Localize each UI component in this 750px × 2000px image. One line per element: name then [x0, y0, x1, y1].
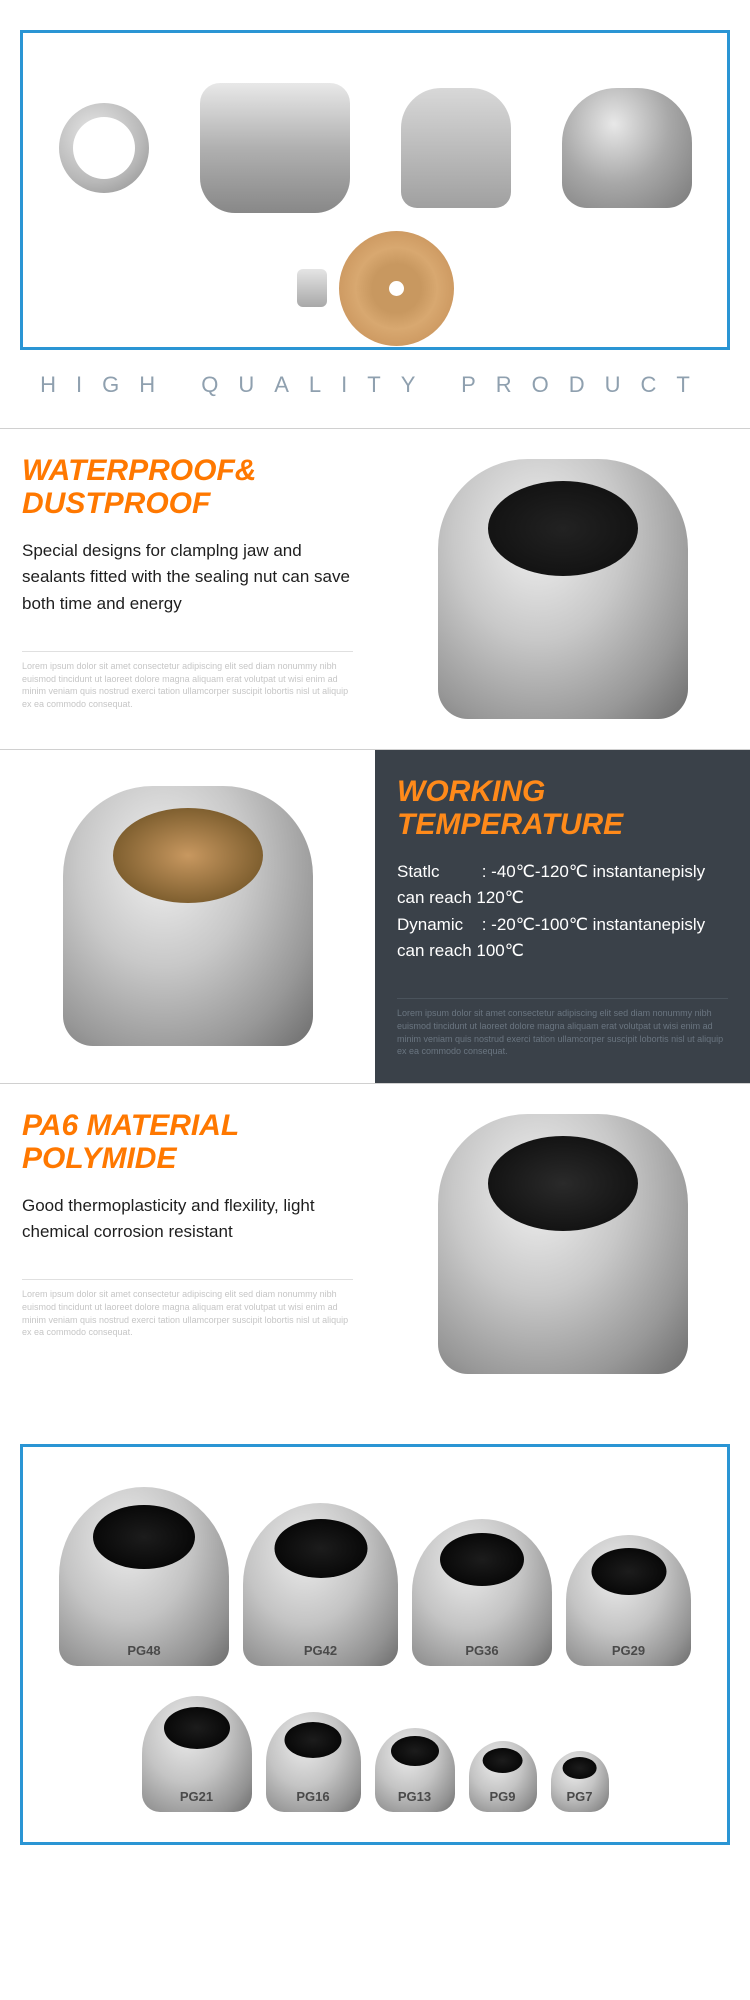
- part-dome-cap: [562, 88, 692, 208]
- part-copper-star-washer: [339, 231, 454, 346]
- section-temperature: WORKING TEMPERATURE Statlc : -40℃-120℃ i…: [0, 749, 750, 1083]
- gland-assembled-icon: [438, 459, 688, 719]
- lineup-gland-PG29: PG29: [566, 1535, 691, 1666]
- heading-line: DUSTPROOF: [22, 487, 210, 520]
- spec-row: Dynamic : -20℃-100℃ instantanepisly can …: [397, 915, 705, 960]
- lineup-row-large: PG48PG42PG36PG29: [33, 1487, 717, 1666]
- lineup-gland-PG13: PG13: [375, 1728, 455, 1812]
- spec-label: Dynamic: [397, 912, 477, 938]
- lineup-gland-PG36: PG36: [412, 1519, 552, 1666]
- fineprint-text: Lorem ipsum dolor sit amet consectetur a…: [22, 651, 353, 710]
- lineup-gland-PG7: PG7: [551, 1751, 609, 1812]
- section-pa6-body: Good thermoplasticity and flexility, lig…: [22, 1193, 353, 1246]
- lineup-gland-PG16: PG16: [266, 1712, 361, 1812]
- section-temperature-heading: WORKING TEMPERATURE: [397, 775, 728, 841]
- part-sealing-insert: [401, 88, 511, 208]
- section-pa6-image: [375, 1084, 750, 1404]
- gland-open-brass-icon: [63, 786, 313, 1046]
- section-temperature-image: [0, 750, 375, 1083]
- spec-label: Statlc: [397, 859, 477, 885]
- heading-line: WATERPROOF&: [22, 454, 256, 487]
- section-pa6-text: PA6 MATERIAL POLYMIDE Good thermoplastic…: [0, 1084, 375, 1404]
- section-pa6: PA6 MATERIAL POLYMIDE Good thermoplastic…: [0, 1083, 750, 1404]
- heading-line: TEMPERATURE: [397, 808, 623, 841]
- heading-line: POLYMIDE: [22, 1142, 176, 1175]
- fineprint-text: Lorem ipsum dolor sit amet consectetur a…: [397, 998, 728, 1057]
- fineprint-text: Lorem ipsum dolor sit amet consectetur a…: [22, 1279, 353, 1338]
- hero-spaced-title: HIGH QUALITY PRODUCT: [0, 362, 750, 428]
- section-temperature-text: WORKING TEMPERATURE Statlc : -40℃-120℃ i…: [375, 750, 750, 1083]
- lineup-gland-PG21: PG21: [142, 1696, 252, 1812]
- section-temperature-specs: Statlc : -40℃-120℃ instantanepisly can r…: [397, 859, 728, 964]
- lineup-gland-PG42: PG42: [243, 1503, 398, 1666]
- hero-exploded-view: [20, 30, 730, 350]
- section-waterproof-image: [375, 429, 750, 749]
- lineup-row-small: PG21PG16PG13PG9PG7: [33, 1696, 717, 1812]
- section-waterproof-body: Special designs for clamplng jaw and sea…: [22, 538, 353, 617]
- section-waterproof-text: WATERPROOF& DUSTPROOF Special designs fo…: [0, 429, 375, 749]
- heading-line: WORKING: [397, 775, 545, 808]
- hero-small-parts-row: [23, 233, 727, 343]
- part-gland-body: [200, 83, 350, 213]
- heading-line: PA6 MATERIAL: [22, 1109, 239, 1142]
- spec-row: Statlc : -40℃-120℃ instantanepisly can r…: [397, 862, 705, 907]
- section-pa6-heading: PA6 MATERIAL POLYMIDE: [22, 1109, 353, 1175]
- part-lock-nut-ring: [59, 103, 149, 193]
- size-lineup: PG48PG42PG36PG29 PG21PG16PG13PG9PG7: [20, 1444, 730, 1845]
- section-waterproof-heading: WATERPROOF& DUSTPROOF: [22, 454, 353, 520]
- gland-angled-open-icon: [438, 1114, 688, 1374]
- part-metal-ferrule: [297, 269, 327, 307]
- section-waterproof: WATERPROOF& DUSTPROOF Special designs fo…: [0, 428, 750, 749]
- hero-parts-row: [23, 33, 727, 233]
- lineup-gland-PG9: PG9: [469, 1741, 537, 1812]
- lineup-gland-PG48: PG48: [59, 1487, 229, 1666]
